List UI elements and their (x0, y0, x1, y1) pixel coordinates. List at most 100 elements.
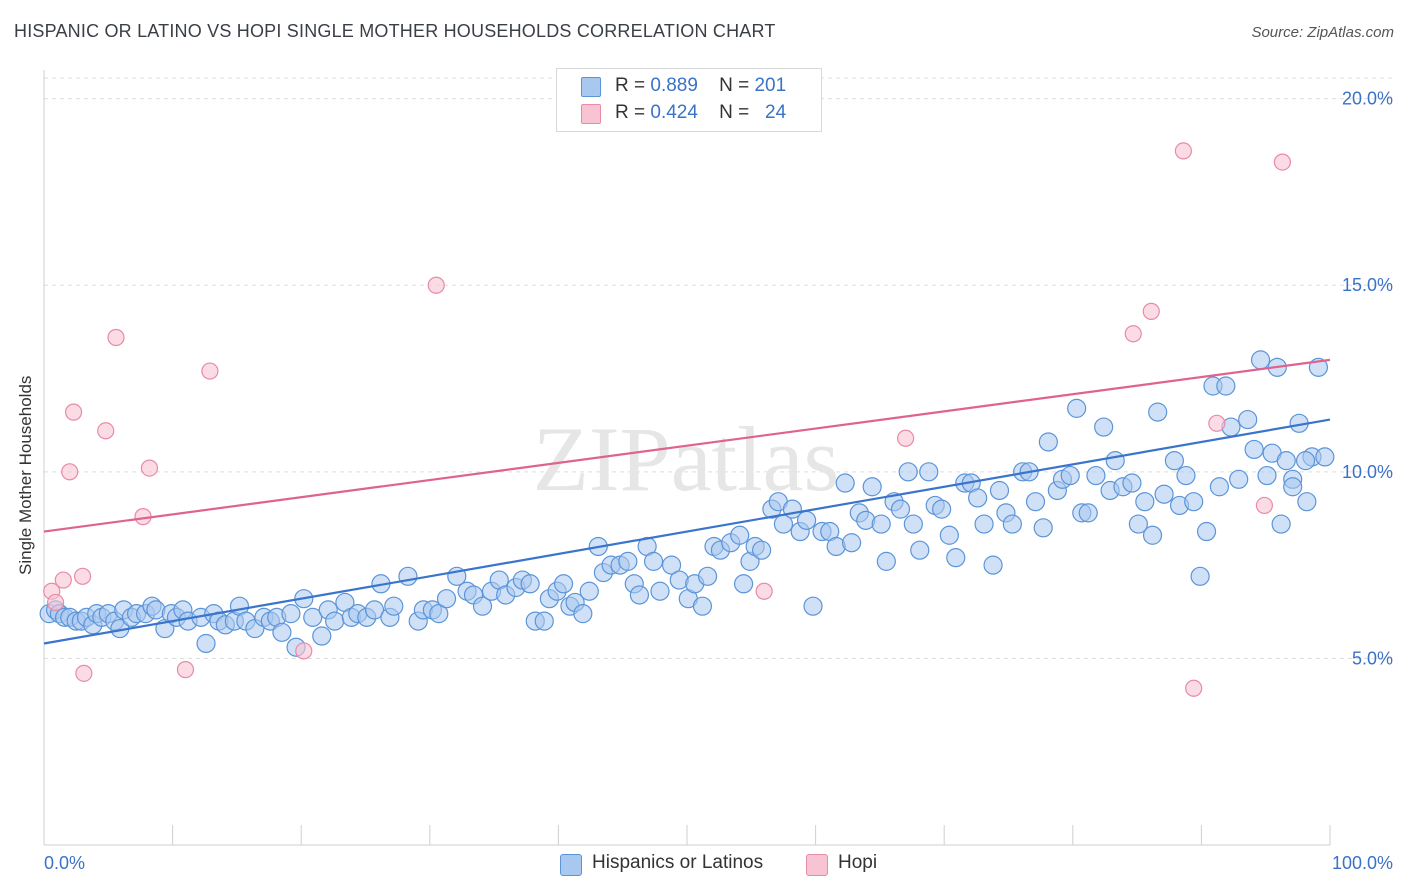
data-point-hispanics (364, 600, 385, 620)
data-point-hispanics (312, 626, 332, 646)
data-point-hispanics (281, 604, 301, 624)
chart-title: HISPANIC OR LATINO VS HOPI SINGLE MOTHER… (14, 21, 776, 41)
stats-text: R = 0.889 N = 201 (615, 75, 786, 97)
blue-swatch (560, 854, 582, 876)
data-point-hopi (897, 429, 915, 447)
data-point-hispanics (1105, 451, 1125, 471)
legend-label: Hopi (838, 852, 878, 873)
data-point-hispanics (989, 480, 1010, 501)
data-point-hispanics (1229, 469, 1249, 489)
data-point-hispanics (1094, 417, 1114, 437)
data-point-hispanics (946, 548, 966, 568)
data-point-hopi (75, 664, 93, 682)
data-point-hispanics (1176, 465, 1196, 486)
data-point-hispanics (272, 622, 292, 642)
data-point-hispanics (898, 462, 918, 482)
r-label: R = (615, 75, 646, 96)
data-point-hispanics (398, 566, 418, 586)
blue-swatch (581, 77, 601, 97)
data-point-hispanics (1271, 514, 1291, 534)
data-point-hopi (1124, 325, 1142, 343)
stats-box: R = 0.889 N = 201 R = 0.424 N = 24 (556, 68, 822, 132)
data-point-hopi (54, 571, 72, 589)
data-point-hispanics (1209, 477, 1230, 497)
stats-text: R = 0.424 N = 24 (615, 102, 786, 124)
y-tick-label: 5.0% (1352, 648, 1393, 668)
data-point-hispanics (983, 555, 1003, 575)
data-point-hispanics (796, 510, 817, 530)
trend-lines (43, 358, 1331, 645)
legend-label: Hispanics or Latinos (592, 852, 764, 873)
data-point-hispanics (919, 462, 939, 482)
data-point-hispanics (429, 604, 449, 624)
data-point-hispanics (643, 551, 664, 571)
data-point-hispanics (436, 589, 457, 609)
data-point-hopi (140, 459, 159, 477)
data-point-hispanics (1135, 492, 1155, 512)
data-point-hopi (1208, 414, 1226, 432)
data-point-hopi (1273, 153, 1292, 171)
series-hopi (43, 142, 1292, 697)
data-point-hopi (201, 362, 219, 380)
data-point-hispanics (1025, 492, 1046, 512)
n-label: N = (719, 75, 750, 96)
data-point-hopi (73, 567, 92, 585)
data-point-hispanics (903, 514, 923, 534)
trendline-hopi (43, 358, 1331, 533)
data-point-hispanics (618, 551, 638, 571)
data-point-hispanics (803, 596, 823, 616)
data-point-hispanics (1276, 451, 1296, 471)
data-point-hispanics (1297, 492, 1317, 512)
y-tick-label: 10.0% (1342, 462, 1393, 482)
data-point-hispanics (939, 525, 959, 545)
data-point-hispanics (1164, 451, 1184, 471)
pink-swatch (581, 104, 601, 124)
data-point-hopi (176, 661, 195, 679)
r-value: 0.424 (650, 102, 698, 123)
data-point-hispanics (876, 551, 896, 571)
data-point-hopi (1174, 142, 1192, 160)
data-point-hispanics (1295, 451, 1316, 471)
data-point-hispanics (629, 585, 650, 605)
watermark: ZIPatlas (533, 408, 840, 510)
data-point-hispanics (1216, 376, 1236, 396)
data-point-hispanics (968, 488, 988, 508)
data-point-hispanics (196, 633, 216, 654)
data-point-hispanics (325, 611, 345, 631)
data-point-hispanics (871, 514, 891, 534)
data-point-hispanics (1283, 477, 1303, 497)
data-point-hopi (427, 276, 445, 294)
data-point-hispanics (1128, 514, 1148, 534)
data-point-hopi (295, 642, 313, 660)
data-point-hispanics (835, 473, 855, 493)
trendline-hispanics (43, 418, 1331, 645)
data-point-hispanics (1033, 518, 1053, 538)
n-value: 201 (754, 75, 787, 96)
x-tick-label: 100.0% (1332, 853, 1393, 873)
data-point-hispanics (730, 525, 750, 545)
data-point-hopi (755, 582, 773, 600)
data-point-hispanics (932, 499, 952, 519)
data-point-hopi (64, 403, 83, 421)
axes: 5.0% 10.0% 15.0% 20.0% 0.0% 100.0% (43, 70, 1393, 873)
data-point-hopi (46, 593, 65, 612)
data-point-hispanics (910, 540, 930, 560)
n-label: N = (719, 102, 750, 123)
n-value: 24 (765, 102, 787, 123)
data-point-hispanics (384, 596, 404, 616)
y-tick-label: 15.0% (1342, 275, 1393, 295)
data-point-hispanics (579, 581, 599, 601)
data-point-hispanics (890, 499, 911, 519)
data-point-hispanics (842, 533, 862, 553)
x-tick-label: 0.0% (44, 853, 85, 873)
data-point-hispanics (862, 477, 882, 497)
data-point-hispanics (1086, 465, 1106, 486)
data-point-hispanics (534, 611, 554, 631)
data-point-hispanics (1184, 492, 1204, 512)
data-point-hispanics (661, 555, 682, 575)
data-point-hispanics (1060, 465, 1080, 486)
data-point-hispanics (1238, 409, 1258, 430)
r-label: R = (615, 102, 646, 123)
data-point-hispanics (1257, 465, 1277, 486)
data-point-hispanics (1142, 525, 1163, 545)
